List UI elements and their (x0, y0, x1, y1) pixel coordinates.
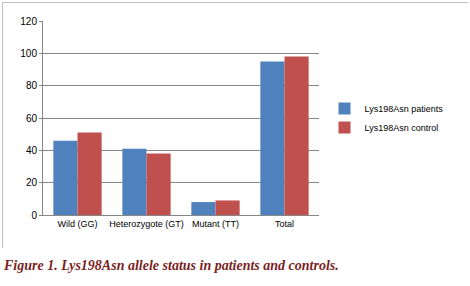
svg-text:Mutant (TT): Mutant (TT) (192, 219, 239, 229)
svg-text:60: 60 (26, 113, 38, 124)
svg-text:80: 80 (26, 80, 38, 91)
svg-text:100: 100 (20, 48, 37, 59)
svg-text:Wild (GG): Wild (GG) (58, 219, 98, 229)
svg-text:120: 120 (20, 16, 37, 27)
svg-text:Lys198Asn patients: Lys198Asn patients (365, 104, 444, 114)
svg-text:Lys198Asn control: Lys198Asn control (365, 123, 439, 133)
svg-text:20: 20 (26, 177, 38, 188)
svg-text:Heterozygote (GT): Heterozygote (GT) (109, 219, 184, 229)
svg-text:0: 0 (31, 210, 37, 221)
html-text:Figure 1. Lys198Asn allele sta: Figure 1. Lys198Asn allele status in pat… (4, 258, 339, 273)
svg-text:Total: Total (275, 219, 294, 229)
svg-text:40: 40 (26, 145, 38, 156)
